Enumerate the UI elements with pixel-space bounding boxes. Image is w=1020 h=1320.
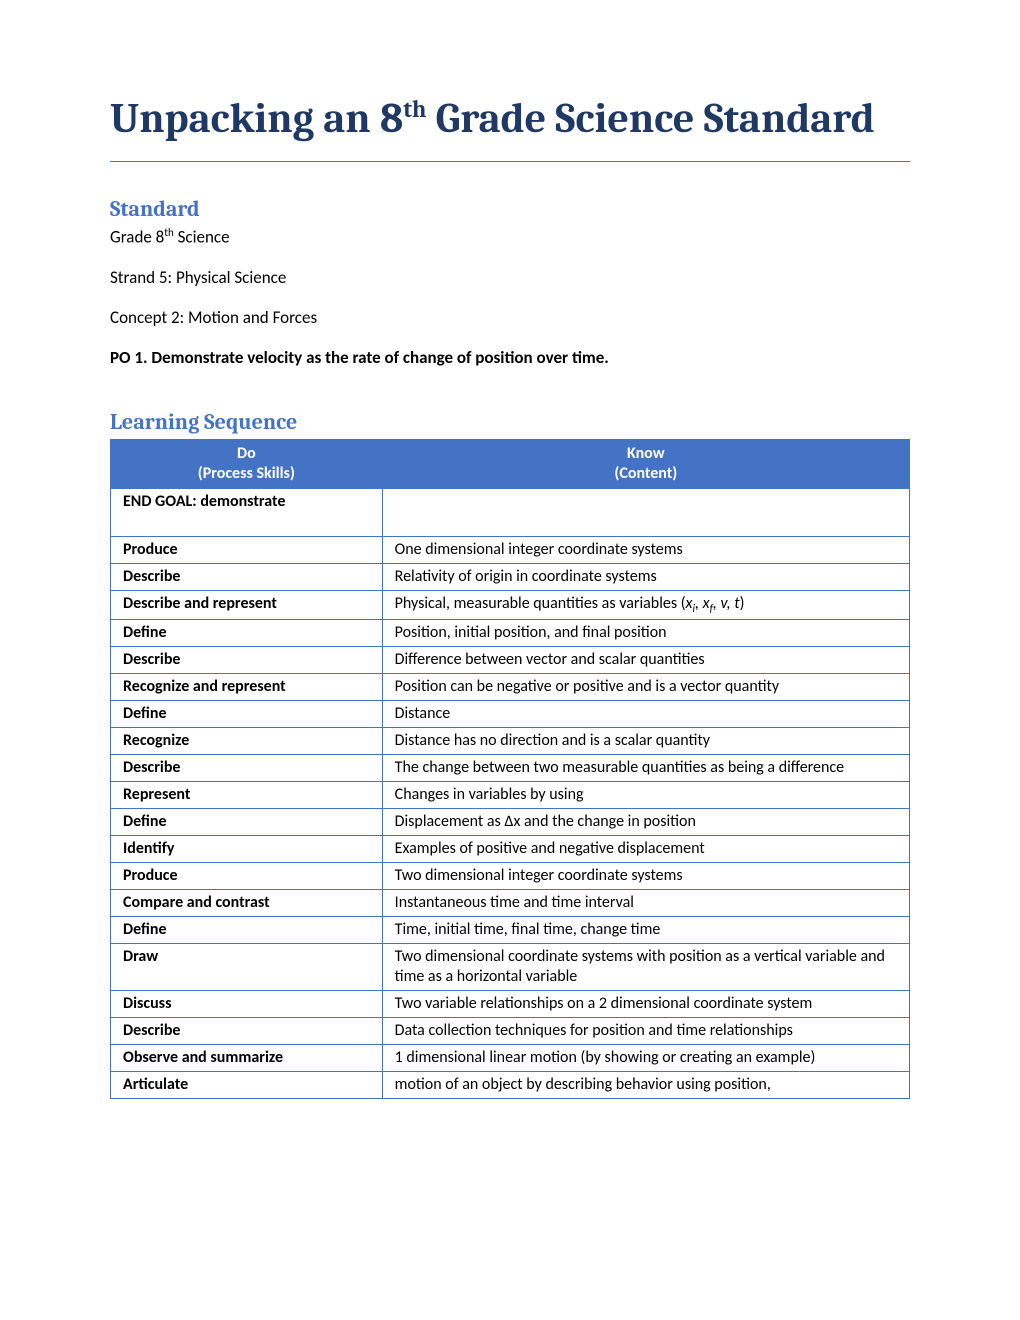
table-row: Articulatemotion of an object by describ…	[111, 1072, 910, 1099]
know-cell: motion of an object by describing behavi…	[382, 1072, 909, 1099]
do-cell: Define	[111, 917, 383, 944]
standard-concept: Concept 2: Motion and Forces	[110, 307, 910, 329]
table-row: DescribeData collection techniques for p…	[111, 1018, 910, 1045]
do-cell: Observe and summarize	[111, 1045, 383, 1072]
do-cell: Define	[111, 701, 383, 728]
know-cell: Time, initial time, final time, change t…	[382, 917, 909, 944]
know-cell: Distance has no direction and is a scala…	[382, 728, 909, 755]
table-row: DrawTwo dimensional coordinate systems w…	[111, 944, 910, 991]
know-cell: Physical, measurable quantities as varia…	[382, 591, 909, 620]
know-cell: Data collection techniques for position …	[382, 1018, 909, 1045]
know-cell: Distance	[382, 701, 909, 728]
know-cell: Difference between vector and scalar qua…	[382, 647, 909, 674]
table-row: Describe and representPhysical, measurab…	[111, 591, 910, 620]
know-cell: Examples of positive and negative displa…	[382, 836, 909, 863]
do-cell: Produce	[111, 863, 383, 890]
table-row: IdentifyExamples of positive and negativ…	[111, 836, 910, 863]
know-cell: Instantaneous time and time interval	[382, 890, 909, 917]
table-row: Recognize and representPosition can be n…	[111, 674, 910, 701]
header-do-line1: Do	[237, 444, 256, 463]
learning-sequence-table: Do (Process Skills) Know (Content) END G…	[110, 439, 910, 1099]
do-cell: Describe	[111, 564, 383, 591]
table-row: Observe and summarize1 dimensional linea…	[111, 1045, 910, 1072]
do-cell: Produce	[111, 537, 383, 564]
page-title: Unpacking an 8th Grade Science Standard	[110, 95, 910, 162]
table-row: DiscussTwo variable relationships on a 2…	[111, 991, 910, 1018]
do-cell: Articulate	[111, 1072, 383, 1099]
know-cell: Displacement as ∆x and the change in pos…	[382, 809, 909, 836]
endgoal-cell: END GOAL: demonstrate	[111, 489, 383, 537]
do-cell: Discuss	[111, 991, 383, 1018]
do-cell: Define	[111, 620, 383, 647]
standard-grade: Grade 8th Science	[110, 226, 910, 249]
table-row: ProduceOne dimensional integer coordinat…	[111, 537, 910, 564]
know-cell: Changes in variables by using	[382, 782, 909, 809]
header-know: Know (Content)	[382, 440, 909, 489]
header-know-line2: (Content)	[614, 464, 677, 483]
header-know-line1: Know	[627, 444, 665, 463]
do-cell: Recognize	[111, 728, 383, 755]
table-row: DefineTime, initial time, final time, ch…	[111, 917, 910, 944]
table-row: DefinePosition, initial position, and fi…	[111, 620, 910, 647]
know-cell: One dimensional integer coordinate syste…	[382, 537, 909, 564]
sequence-heading: Learning Sequence	[110, 409, 910, 435]
table-row: Compare and contrastInstantaneous time a…	[111, 890, 910, 917]
do-cell: Describe and represent	[111, 591, 383, 620]
endgoal-know-cell	[382, 489, 909, 537]
do-cell: Describe	[111, 1018, 383, 1045]
table-row: ProduceTwo dimensional integer coordinat…	[111, 863, 910, 890]
know-cell: Relativity of origin in coordinate syste…	[382, 564, 909, 591]
table-row: DefineDistance	[111, 701, 910, 728]
table-row: RecognizeDistance has no direction and i…	[111, 728, 910, 755]
table-row: DescribeDifference between vector and sc…	[111, 647, 910, 674]
do-cell: Draw	[111, 944, 383, 991]
table-header-row: Do (Process Skills) Know (Content)	[111, 440, 910, 489]
do-cell: Compare and contrast	[111, 890, 383, 917]
know-cell: Position, initial position, and final po…	[382, 620, 909, 647]
know-cell: Position can be negative or positive and…	[382, 674, 909, 701]
header-do-line2: (Process Skills)	[198, 464, 295, 483]
do-cell: Describe	[111, 755, 383, 782]
do-cell: Represent	[111, 782, 383, 809]
table-row: DescribeRelativity of origin in coordina…	[111, 564, 910, 591]
table-row: RepresentChanges in variables by using	[111, 782, 910, 809]
know-cell: 1 dimensional linear motion (by showing …	[382, 1045, 909, 1072]
table-row: DescribeThe change between two measurabl…	[111, 755, 910, 782]
header-do: Do (Process Skills)	[111, 440, 383, 489]
table-row: DefineDisplacement as ∆x and the change …	[111, 809, 910, 836]
know-cell: Two variable relationships on a 2 dimens…	[382, 991, 909, 1018]
know-cell: Two dimensional integer coordinate syste…	[382, 863, 909, 890]
do-cell: Describe	[111, 647, 383, 674]
table-row-endgoal: END GOAL: demonstrate	[111, 489, 910, 537]
do-cell: Recognize and represent	[111, 674, 383, 701]
standard-heading: Standard	[110, 196, 910, 222]
standard-strand: Strand 5: Physical Science	[110, 267, 910, 289]
standard-po: PO 1. Demonstrate velocity as the rate o…	[110, 347, 910, 369]
do-cell: Define	[111, 809, 383, 836]
know-cell: Two dimensional coordinate systems with …	[382, 944, 909, 991]
do-cell: Identify	[111, 836, 383, 863]
know-cell: The change between two measurable quanti…	[382, 755, 909, 782]
